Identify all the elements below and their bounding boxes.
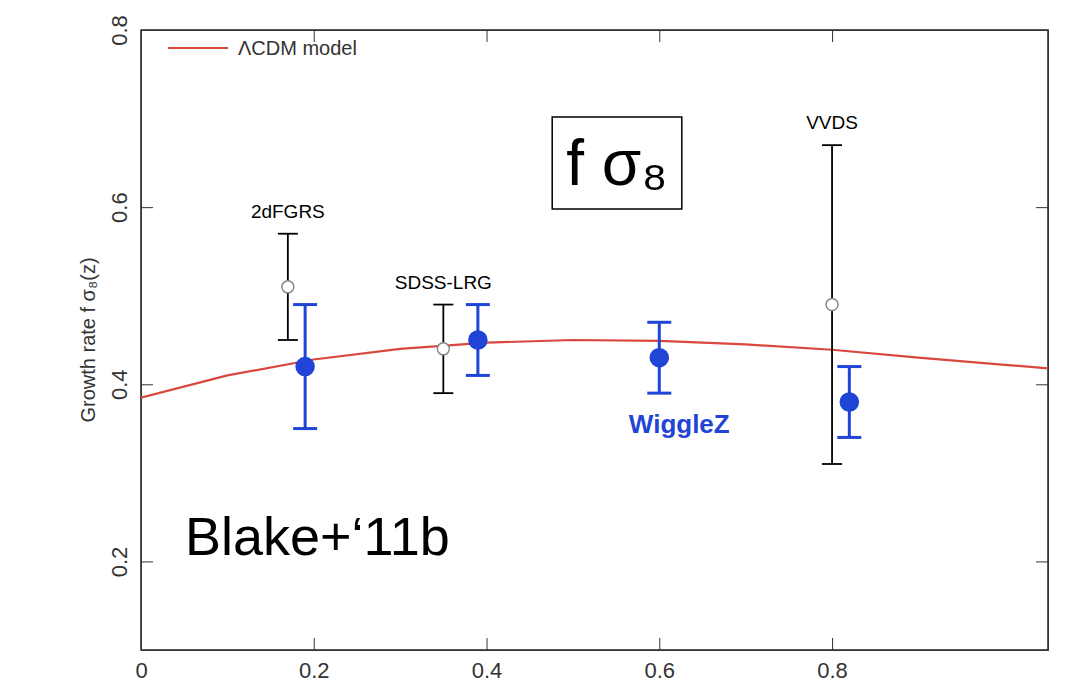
chart: 0 0.2 0.4 0.6 0.8 0.2 0.4 0.6 0.8 Growth rate f σ… xyxy=(0,0,1076,696)
error-cap-bottom xyxy=(837,436,861,439)
data-point xyxy=(826,299,838,311)
y-right-tick-mark xyxy=(1036,561,1048,562)
legend: ΛCDM model xyxy=(168,37,357,59)
x-axis: 0 0.2 0.4 0.6 0.8 xyxy=(135,638,1048,683)
error-bar xyxy=(837,367,861,438)
x-top-tick xyxy=(487,30,488,42)
x-axis-line xyxy=(142,650,1049,651)
error-bar xyxy=(822,145,842,464)
error-cap-bottom xyxy=(293,427,317,430)
x-tick-mark xyxy=(314,638,315,650)
error-cap-bottom xyxy=(433,392,453,394)
y-right-tick xyxy=(1036,384,1048,385)
x-tick-label: 0.8 xyxy=(817,658,848,683)
error-cap-top xyxy=(822,144,842,146)
y-right-tick xyxy=(1036,207,1048,208)
x-tick-label: 0.6 xyxy=(644,658,675,683)
data-point xyxy=(840,393,858,411)
y-tick-mark xyxy=(141,561,153,562)
y-right-tick xyxy=(1036,30,1048,31)
annotation-box: f σ₈ xyxy=(552,117,682,209)
error-cap-top xyxy=(278,233,298,235)
y-tick-mark xyxy=(141,207,153,208)
legend-label: ΛCDM model xyxy=(238,37,357,59)
y-axis-right xyxy=(1036,31,1049,651)
error-bar xyxy=(293,305,317,429)
error-cap-top xyxy=(293,303,317,306)
annotation: f σ₈ xyxy=(566,127,668,199)
y-tick: 0.6 xyxy=(107,192,153,223)
x-top-tick xyxy=(659,30,660,42)
model-line xyxy=(141,340,1048,398)
x-top-tick-mark xyxy=(832,30,833,42)
x-tick-label: 0.4 xyxy=(472,658,503,683)
y-tick: 0.8 xyxy=(107,15,153,46)
error-cap-bottom xyxy=(647,392,671,395)
y-tick-mark xyxy=(141,30,153,31)
data-point xyxy=(650,349,668,367)
x-tick: 0.6 xyxy=(644,638,675,683)
error-bar xyxy=(278,234,298,340)
y-axis-line xyxy=(141,31,142,651)
error-cap-bottom xyxy=(278,339,298,341)
data-point xyxy=(437,343,449,355)
error-cap-top xyxy=(837,365,861,368)
series-label: 2dFGRS xyxy=(251,201,325,222)
error-bar xyxy=(647,322,671,393)
y-tick-mark xyxy=(141,384,153,385)
x-axis-top-line xyxy=(142,30,1049,31)
series-label: WiggleZ xyxy=(629,409,730,439)
y-tick-label: 0.8 xyxy=(107,15,132,46)
error-bar xyxy=(466,305,490,376)
x-tick-label: 0.2 xyxy=(299,658,330,683)
y-tick-label: 0.2 xyxy=(107,547,132,578)
x-tick-mark xyxy=(832,638,833,650)
x-tick: 0.2 xyxy=(299,638,330,683)
x-top-tick-mark xyxy=(659,30,660,42)
annotation-frame xyxy=(552,117,682,209)
plot-frame xyxy=(141,30,1048,650)
y-right-tick-mark xyxy=(1036,207,1048,208)
error-bar xyxy=(433,305,453,394)
legend-swatch xyxy=(168,47,228,49)
y-axis-title: Growth rate f σ₈(z) xyxy=(77,257,99,422)
y-axis: 0.2 0.4 0.6 0.8 xyxy=(107,15,153,650)
x-top-tick xyxy=(832,30,833,42)
error-cap-bottom xyxy=(466,374,490,377)
x-tick-mark xyxy=(659,638,660,650)
series-label: SDSS-LRG xyxy=(395,272,492,293)
y-right-tick-mark xyxy=(1036,384,1048,385)
data-point xyxy=(296,358,314,376)
data-point xyxy=(469,331,487,349)
y-right-tick xyxy=(1036,561,1048,562)
y-tick-label: 0.6 xyxy=(107,192,132,223)
x-tick: 0.4 xyxy=(472,638,503,683)
x-top-tick-mark xyxy=(487,30,488,42)
data-point xyxy=(282,281,294,293)
plot-area: 0 0.2 0.4 0.6 0.8 0.2 0.4 0.6 0.8 Growth rate f σ… xyxy=(77,15,1049,682)
labels: ΛCDM model 2dFGRS SDSS-LRG VVDS WiggleZ f σ₈ B… xyxy=(168,37,858,566)
x-tick-mark xyxy=(487,638,488,650)
y-right-tick-mark xyxy=(1036,30,1048,31)
error-cap-top xyxy=(466,303,490,306)
y-axis-right-line xyxy=(1048,31,1049,651)
y-tick: 0.2 xyxy=(107,547,153,578)
error-cap-top xyxy=(647,321,671,324)
annotation: Blake+‘11b xyxy=(185,506,450,566)
series-label: VVDS xyxy=(806,112,858,133)
x-tick: 0.8 xyxy=(817,638,848,683)
error-cap-top xyxy=(433,304,453,306)
x-tick-label: 0 xyxy=(135,658,147,683)
y-tick-label: 0.4 xyxy=(107,369,132,400)
error-cap-bottom xyxy=(822,463,842,465)
